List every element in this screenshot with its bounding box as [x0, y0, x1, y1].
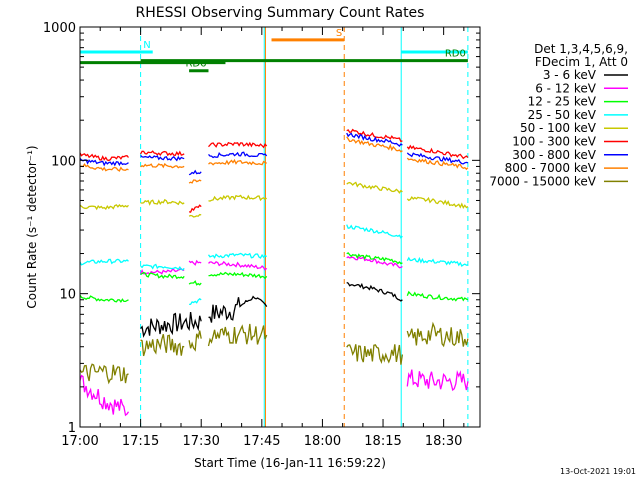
legend-label: 6 - 12 keV — [535, 81, 597, 95]
vertical-markers — [80, 27, 469, 427]
series — [80, 132, 469, 176]
series-line — [188, 280, 202, 286]
series-line — [140, 271, 185, 280]
series-line — [80, 163, 129, 172]
series — [80, 321, 469, 385]
x-tick-label: 17:30 — [182, 434, 219, 449]
series — [80, 252, 469, 303]
series-line — [346, 128, 403, 143]
series-line — [346, 344, 404, 365]
series-line — [188, 204, 202, 213]
series-line — [140, 334, 185, 357]
series-line — [80, 204, 129, 211]
legend-label: 300 - 800 keV — [512, 148, 596, 162]
series-line — [208, 151, 268, 159]
legend-label: 100 - 300 keV — [512, 135, 596, 149]
series-line — [188, 169, 202, 176]
series-line — [208, 271, 268, 280]
series-line — [346, 255, 403, 269]
generation-timestamp: 13-Oct-2021 19:01 — [560, 467, 636, 476]
legend-label: 12 - 25 keV — [528, 95, 597, 109]
series — [80, 128, 469, 213]
series-line — [346, 252, 403, 265]
series-line — [80, 363, 129, 385]
series-line — [406, 256, 469, 267]
event-bar-label: N — [143, 40, 150, 51]
series-line — [80, 152, 129, 162]
x-tick-label: 18:30 — [425, 434, 462, 449]
series-line — [346, 136, 403, 153]
series-line — [406, 321, 469, 348]
plot-frame — [79, 26, 481, 428]
series-line — [346, 281, 403, 302]
legend-label: 800 - 7000 keV — [505, 161, 597, 175]
x-tick-label: 17:15 — [122, 434, 159, 449]
series-line — [80, 157, 129, 167]
series-line — [188, 330, 202, 352]
series-line — [140, 198, 185, 206]
series-line — [80, 294, 129, 303]
series-line — [207, 323, 268, 347]
legend: Det 1,3,4,5,6,9, FDecim 1, Att 0 3 - 6 k… — [489, 42, 628, 188]
event-bar-label: RD6 — [185, 59, 206, 70]
chart-title: RHESSI Observing Summary Count Rates — [136, 5, 425, 21]
series-line — [406, 157, 469, 171]
series-line — [208, 260, 268, 271]
series-line — [188, 179, 202, 184]
legend-header-line-2: FDecim 1, Att 0 — [535, 55, 628, 69]
event-bar-label: S — [336, 28, 342, 39]
y-tick-label: 100 — [51, 154, 76, 169]
y-axis: 1 10 100 1000 — [43, 21, 480, 436]
y-tick-label: 1 — [68, 421, 76, 436]
series-line — [208, 295, 268, 323]
x-tick-label: 17:45 — [243, 434, 280, 449]
series-line — [346, 224, 403, 240]
series-line — [140, 312, 202, 338]
series — [80, 255, 469, 417]
legend-label: 50 - 100 keV — [520, 121, 597, 135]
x-tick-label: 18:15 — [364, 434, 401, 449]
series-line — [208, 158, 268, 166]
series-line — [189, 297, 202, 306]
y-axis-label: Count Rate (s⁻¹ detector⁻¹) — [25, 145, 39, 308]
series-line — [208, 194, 268, 202]
x-axis-label: Start Time (16-Jan-11 16:59:22) — [194, 456, 386, 470]
series-line — [140, 155, 185, 162]
series-line — [140, 268, 185, 276]
series-line — [406, 144, 469, 160]
event-bars: N S RD0 RD6 — [80, 28, 468, 73]
legend-label: 3 - 6 keV — [543, 68, 597, 82]
series-layer — [80, 128, 469, 417]
event-bar-label: RD0 — [445, 49, 466, 60]
series-line — [406, 290, 469, 302]
series-line — [207, 252, 267, 259]
series-line — [346, 132, 403, 147]
legend-header-line-1: Det 1,3,4,5,6,9, — [534, 42, 628, 56]
series-line — [188, 213, 202, 218]
series-line — [346, 181, 403, 194]
series-line — [140, 150, 185, 157]
series-line — [208, 141, 268, 149]
legend-label: 7000 - 15000 keV — [489, 174, 596, 188]
series-line — [406, 195, 469, 209]
series — [80, 224, 469, 306]
series — [80, 181, 469, 218]
x-tick-label: 18:00 — [304, 434, 341, 449]
series-line — [80, 258, 129, 266]
series-line — [140, 263, 185, 271]
y-tick-label: 10 — [59, 288, 76, 303]
series-line — [406, 369, 469, 392]
legend-label: 25 - 50 keV — [528, 108, 597, 122]
x-axis: 17:00 17:15 17:30 17:45 18:00 18:15 18:30 — [61, 27, 465, 449]
x-tick-label: 17:00 — [61, 434, 98, 449]
series-line — [80, 374, 130, 417]
series-line — [406, 152, 469, 165]
series-line — [140, 162, 185, 169]
series — [80, 136, 469, 184]
series — [140, 281, 403, 338]
y-tick-label: 1000 — [43, 21, 76, 36]
series-line — [188, 259, 202, 266]
